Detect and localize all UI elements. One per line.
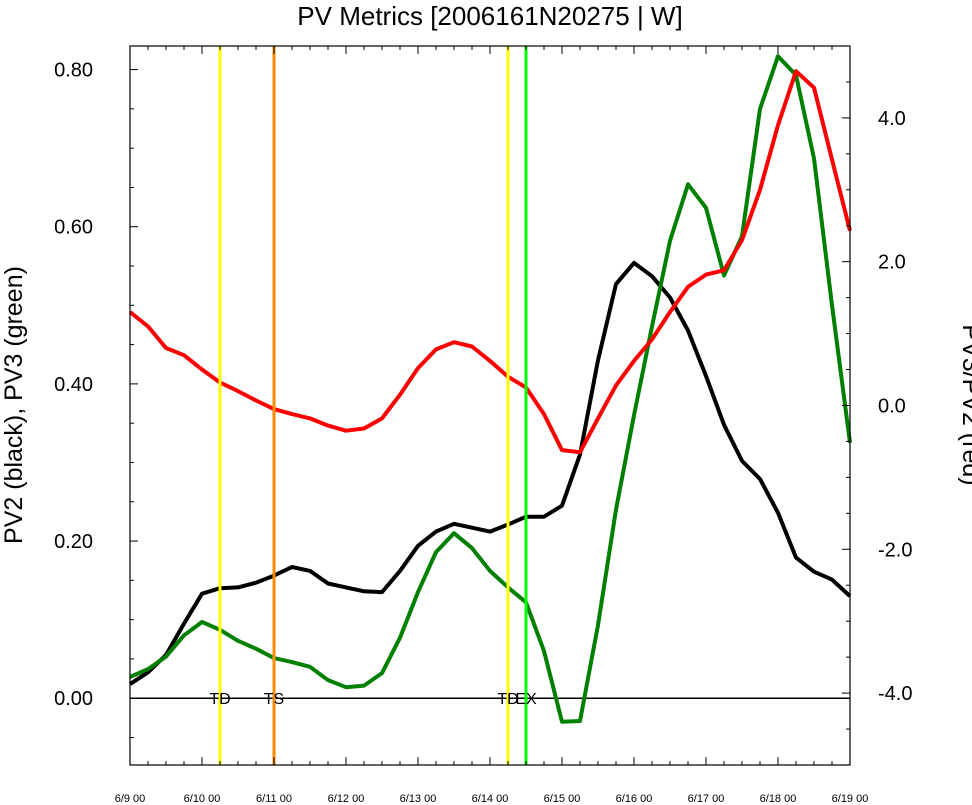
y-axis-right-label: PV3/PV2 (red) bbox=[957, 324, 972, 485]
plot-frame bbox=[129, 45, 851, 766]
y-axis-left-label: PV2 (black), PV3 (green) bbox=[0, 266, 28, 544]
series-line-1 bbox=[128, 260, 852, 686]
x-tick-label: 6/17 00 bbox=[688, 793, 725, 805]
vertical-marker-label: EX bbox=[515, 691, 537, 708]
x-tick-label: 6/15 00 bbox=[544, 793, 581, 805]
y-right-tick-label: 0.0 bbox=[878, 396, 906, 418]
vertical-marker-label: TD bbox=[497, 691, 518, 708]
x-tick-label: 6/19 00 bbox=[832, 793, 869, 805]
x-tick-label: 6/12 00 bbox=[328, 793, 365, 805]
y-left-tick-label: 0.60 bbox=[54, 217, 93, 239]
vertical-marker-label: TD bbox=[209, 691, 230, 708]
y-right-tick-label: 4.0 bbox=[878, 108, 906, 130]
x-tick-label: 6/18 00 bbox=[760, 793, 797, 805]
series-line-3 bbox=[128, 69, 852, 455]
y-right-tick-label: 2.0 bbox=[878, 252, 906, 274]
x-tick-label: 6/14 00 bbox=[472, 793, 509, 805]
axes: 6/9 00 6/10 00 6/11 00 6/12 00 6/13 00 6/14 0… bbox=[54, 45, 912, 805]
x-tick-label: 6/10 00 bbox=[184, 793, 221, 805]
x-tick-label: 6/9 00 bbox=[115, 793, 146, 805]
chart-title: PV Metrics [2006161N20275 | W] bbox=[297, 1, 682, 31]
y-left-tick-label: 0.20 bbox=[54, 531, 93, 553]
x-tick-label: 6/16 00 bbox=[616, 793, 653, 805]
vertical-marker-label: TS bbox=[264, 691, 284, 708]
x-tick-label: 6/13 00 bbox=[400, 793, 437, 805]
x-tick-label: 6/11 00 bbox=[256, 793, 292, 805]
y-left-tick-label: 0.40 bbox=[54, 374, 93, 396]
y-right-tick-label: -4.0 bbox=[878, 683, 912, 705]
series-lines bbox=[128, 54, 852, 724]
y-right-tick-label: -2.0 bbox=[878, 539, 912, 561]
y-left-tick-label: 0.80 bbox=[54, 60, 93, 82]
y-left-tick-label: 0.00 bbox=[54, 688, 93, 710]
